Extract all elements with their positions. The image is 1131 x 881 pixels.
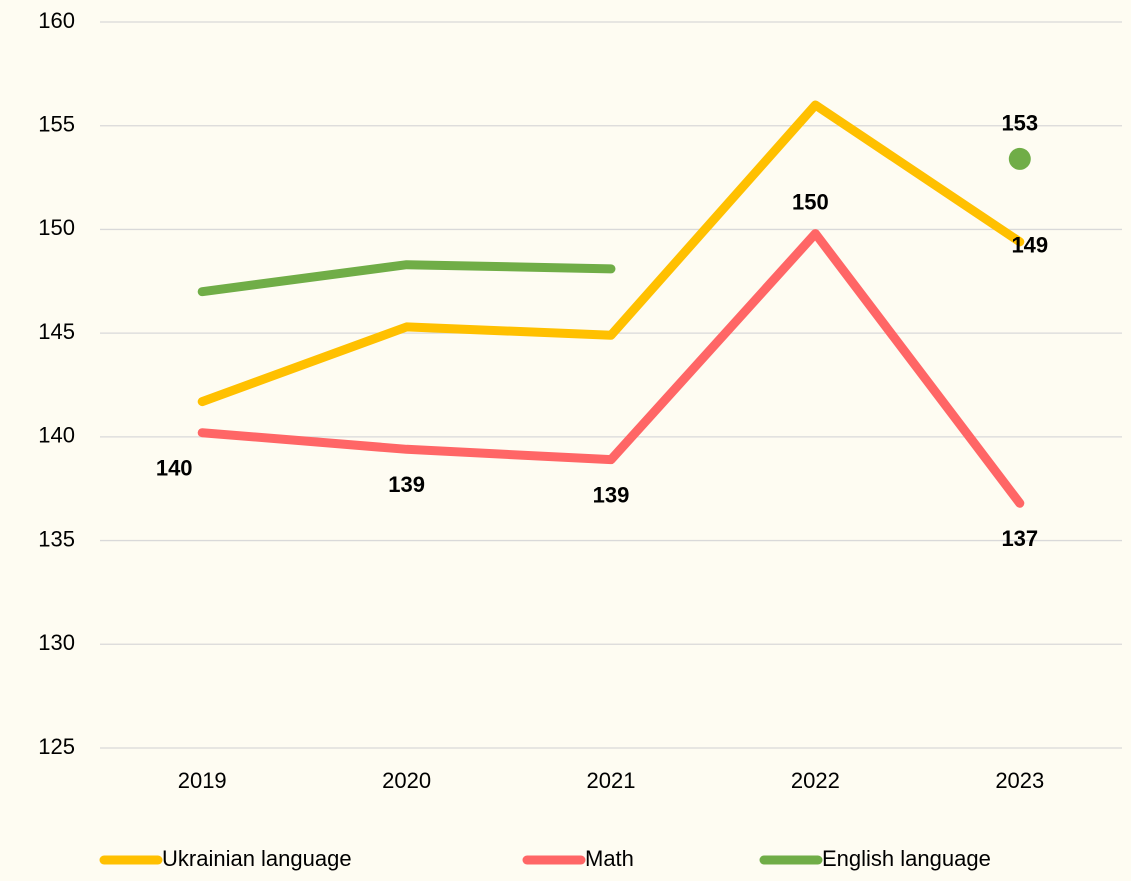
y-tick-label: 145 xyxy=(38,319,75,344)
series-line xyxy=(197,260,616,297)
y-tick-label: 130 xyxy=(38,630,75,655)
data-label: 149 xyxy=(1011,233,1048,258)
legend-label: Math xyxy=(585,846,634,871)
series-line xyxy=(197,229,1025,508)
y-tick-label: 155 xyxy=(38,112,75,137)
y-tick-label: 125 xyxy=(38,734,75,759)
data-label: 150 xyxy=(792,189,829,214)
legend-label: Ukrainian language xyxy=(162,846,352,871)
point xyxy=(1008,147,1031,170)
x-tick-label: 2023 xyxy=(995,768,1044,793)
x-tick-label: 2019 xyxy=(178,768,227,793)
x-tick-label: 2020 xyxy=(382,768,431,793)
y-tick-label: 160 xyxy=(38,8,75,33)
x-tick-label: 2021 xyxy=(587,768,636,793)
y-tick-label: 140 xyxy=(38,423,75,448)
y-tick-label: 135 xyxy=(38,526,75,551)
data-label: 153 xyxy=(1001,111,1038,136)
series-line xyxy=(197,100,1025,407)
data-label: 137 xyxy=(1001,526,1038,551)
x-tick-label: 2022 xyxy=(791,768,840,793)
data-label: 139 xyxy=(593,482,630,507)
legend-label: English language xyxy=(822,846,991,871)
y-tick-label: 150 xyxy=(38,215,75,240)
data-label: 140 xyxy=(156,456,193,481)
data-label: 139 xyxy=(388,472,425,497)
